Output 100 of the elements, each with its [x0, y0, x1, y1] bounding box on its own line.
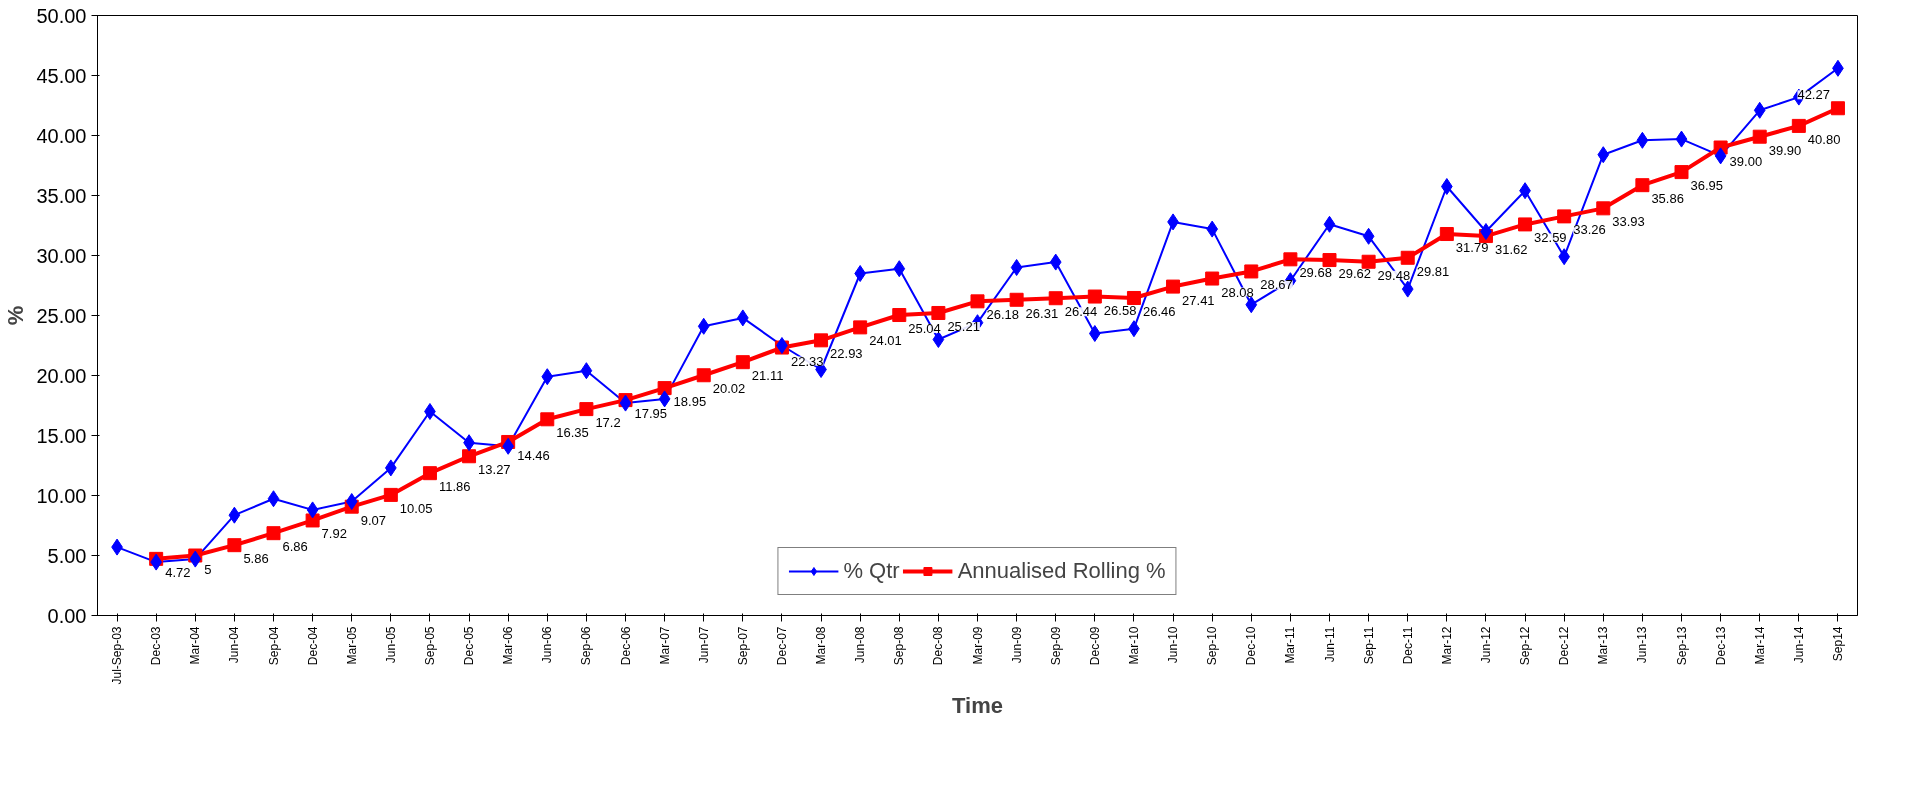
data-label: 18.95	[673, 394, 707, 410]
data-label: 24.01	[869, 333, 902, 349]
x-tick-label: Mar-08	[814, 626, 829, 665]
data-label: 9.07	[360, 512, 387, 528]
x-tick-label: Jul-Sep-03	[110, 626, 125, 685]
data-label: 17.95	[634, 406, 668, 422]
y-tick-label: 40.00	[36, 124, 87, 147]
x-tick-label: Dec-08	[931, 626, 946, 666]
x-tick-label: Sep-04	[266, 626, 281, 666]
x-tick-label: Dec-06	[618, 626, 633, 666]
y-tick-label: 35.00	[36, 184, 87, 207]
data-label: 5	[204, 561, 212, 577]
data-label: 29.48	[1377, 267, 1411, 283]
y-tick-label: 25.00	[36, 304, 87, 327]
x-tick-label: Sep-13	[1674, 626, 1689, 666]
x-tick-label: Sep-12	[1518, 626, 1533, 666]
x-tick-label: Jun-12	[1478, 626, 1493, 664]
x-axis-title: Time	[952, 692, 1003, 718]
data-label: 39.00	[1729, 153, 1763, 169]
data-label: 5.86	[243, 551, 269, 567]
x-tick-label: Jun-04	[227, 626, 242, 664]
x-tick-label: Mar-14	[1752, 626, 1767, 665]
legend-label: % Qtr	[843, 558, 900, 584]
y-tick-label: 20.00	[36, 364, 87, 387]
x-tick-label: Jun-08	[853, 626, 868, 664]
x-tick-label: Sep-11	[1361, 626, 1376, 665]
y-tick-label: 5.00	[47, 544, 87, 567]
data-label: 26.31	[1025, 305, 1059, 321]
x-tick-label: Mar-04	[188, 626, 203, 665]
data-label: 26.46	[1142, 303, 1176, 319]
x-tick-label: Dec-13	[1713, 626, 1728, 666]
x-tick-label: Sep-05	[422, 626, 437, 666]
x-tick-label: Mar-07	[657, 626, 672, 665]
data-label: 36.95	[1690, 178, 1724, 194]
data-label: 40.80	[1807, 131, 1841, 147]
y-tick-label: 45.00	[36, 64, 87, 87]
x-tick-label: Mar-13	[1596, 626, 1611, 665]
x-tick-label: Dec-11	[1400, 626, 1415, 665]
x-tick-label: Dec-05	[462, 626, 477, 666]
y-axis-title: %	[3, 305, 29, 326]
data-label: 28.67	[1260, 277, 1293, 293]
x-tick-label: Jun-06	[540, 626, 555, 664]
x-tick-label: Dec-09	[1087, 626, 1102, 666]
x-tick-label: Jun-07	[696, 626, 711, 664]
data-label: 35.86	[1651, 191, 1684, 207]
data-label: 17.2	[595, 415, 621, 431]
data-label: 28.08	[1221, 284, 1254, 300]
data-label: 29.62	[1338, 266, 1372, 282]
x-tick-label: Mar-06	[501, 626, 516, 665]
data-label: 4.72	[165, 564, 191, 580]
x-tick-label: Mar-12	[1439, 626, 1454, 665]
x-tick-label: Dec-04	[305, 626, 320, 666]
y-tick-label: 30.00	[36, 244, 87, 267]
x-tick-label: Jun-10	[1166, 626, 1181, 664]
y-tick-label: 50.00	[36, 4, 87, 27]
x-tick-label: Jun-14	[1791, 626, 1806, 664]
y-tick-label: 10.00	[36, 484, 87, 507]
data-label: 22.93	[830, 346, 863, 362]
x-tick-label: Dec-03	[149, 626, 164, 666]
x-tick-label: Mar-05	[344, 626, 359, 665]
x-tick-label: Mar-11	[1283, 626, 1298, 664]
x-tick-label: Jun-13	[1635, 626, 1650, 664]
data-label: 33.93	[1612, 214, 1645, 230]
x-tick-label: Jun-09	[1009, 626, 1024, 664]
data-label: 20.02	[712, 381, 746, 397]
x-tick-label: Mar-10	[1126, 626, 1141, 665]
data-label: 6.86	[282, 539, 308, 555]
data-label: 7.92	[321, 526, 347, 542]
x-tick-label: Dec-10	[1244, 626, 1259, 666]
x-tick-label: Mar-09	[970, 626, 985, 665]
y-tick-label: 15.00	[36, 424, 87, 447]
x-tick-label: Dec-07	[774, 626, 789, 666]
x-tick-label: Sep-08	[892, 626, 907, 666]
data-label: 31.62	[1494, 242, 1528, 258]
data-label: 29.81	[1416, 263, 1450, 279]
data-label: 26.18	[986, 307, 1020, 323]
data-label: 25.04	[908, 321, 941, 337]
data-label: 16.35	[556, 425, 589, 441]
x-tick-label: Sep14	[1830, 626, 1845, 662]
data-label: 11.86	[438, 479, 471, 495]
data-label: 31.79	[1455, 240, 1489, 256]
data-label: 13.27	[478, 462, 511, 478]
data-label: 29.68	[1299, 265, 1332, 281]
data-label: 14.46	[517, 447, 550, 463]
data-label: 42.27	[1797, 87, 1830, 103]
legend-label: Annualised Rolling %	[957, 558, 1166, 584]
x-tick-label: Jun-05	[383, 626, 398, 664]
data-label: 21.11	[751, 368, 784, 384]
y-tick-label: 0.00	[47, 604, 87, 627]
x-tick-label: Sep-10	[1205, 626, 1220, 666]
x-tick-label: Sep-06	[579, 626, 594, 666]
data-label: 10.05	[399, 500, 433, 516]
data-label: 32.59	[1534, 230, 1567, 246]
x-tick-label: Sep-07	[735, 626, 750, 666]
data-label: 27.41	[1182, 292, 1215, 308]
data-label: 33.26	[1573, 222, 1606, 238]
x-tick-label: Jun-11	[1322, 626, 1337, 663]
data-label: 26.44	[1064, 304, 1098, 320]
x-tick-label: Dec-12	[1557, 626, 1572, 666]
data-label: 39.90	[1768, 142, 1802, 158]
